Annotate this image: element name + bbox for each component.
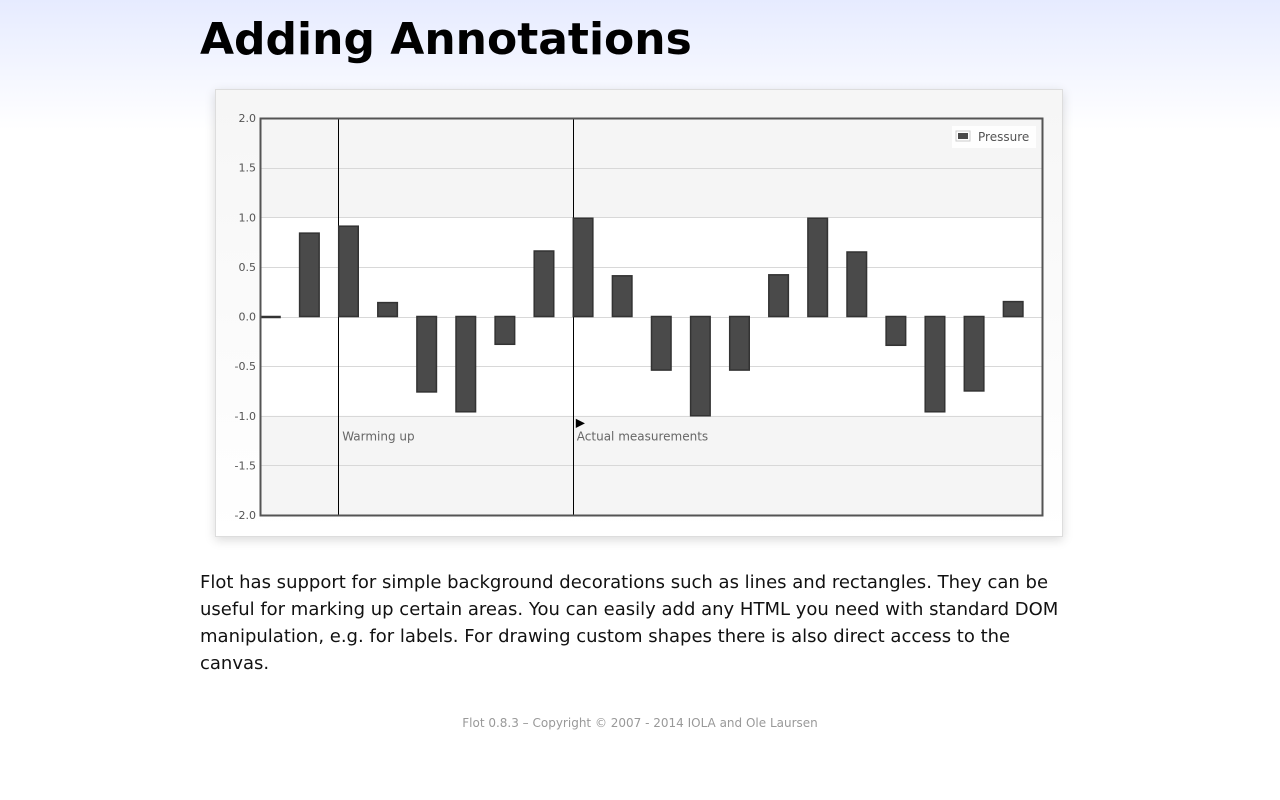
bar-13: [768, 274, 790, 318]
bar-7: [533, 250, 555, 318]
y-tick-label: 1.0: [239, 211, 257, 224]
marking-band-0: [260, 118, 1042, 218]
annotation-label-1: Actual measurements: [577, 430, 708, 444]
bar-15: [846, 251, 868, 318]
bar-0: [259, 315, 281, 319]
plot-border: [259, 117, 1044, 517]
y-tick-label: -1.0: [235, 410, 256, 423]
y-tick-label: -2.0: [235, 509, 256, 522]
legend-swatch-border: [955, 130, 971, 142]
bar-11: [689, 315, 711, 417]
page-title: Adding Annotations: [200, 14, 692, 65]
legend-swatch: [958, 133, 968, 139]
page-description: Flot has support for simple background d…: [200, 572, 1059, 674]
bar-17: [924, 315, 946, 413]
bar-3: [377, 301, 399, 318]
chart-container: 2.0 1.5 1.0 0.5 0.0 -0.5 -1.0 -1.5 -2.0 Warming u…: [215, 89, 1063, 537]
bar-2: [337, 225, 359, 318]
bar-10: [650, 315, 672, 371]
bar-5: [455, 315, 477, 413]
bar-12: [728, 315, 751, 371]
bar-19: [1002, 300, 1024, 318]
page-footer: Flot 0.8.3 – Copyright © 2007 - 2014 IOL…: [462, 716, 818, 730]
bar-4: [416, 315, 438, 393]
bar-1: [298, 232, 320, 318]
bar-6: [494, 315, 516, 346]
legend-background: [952, 126, 1036, 148]
y-tick-label: 1.5: [239, 162, 257, 175]
arrow-marker: ▶: [576, 416, 586, 430]
legend: Pressure: [952, 126, 1036, 148]
y-tick-label: 0.0: [239, 311, 257, 324]
legend-label: Pressure: [978, 130, 1029, 144]
bar-16: [885, 315, 907, 347]
bar-9: [611, 275, 633, 318]
y-tick-label: -1.5: [235, 459, 256, 472]
y-tick-label: -0.5: [235, 360, 256, 373]
bar-14: [807, 217, 829, 318]
y-tick-label: 2.0: [239, 112, 257, 125]
annotation-label-0: Warming up: [342, 430, 414, 444]
bar-8: [572, 217, 594, 318]
y-tick-label: 0.5: [239, 261, 257, 274]
chart-plot: 2.0 1.5 1.0 0.5 0.0 -0.5 -1.0 -1.5 -2.0 Warming u…: [235, 112, 1044, 522]
bar-18: [963, 315, 985, 392]
